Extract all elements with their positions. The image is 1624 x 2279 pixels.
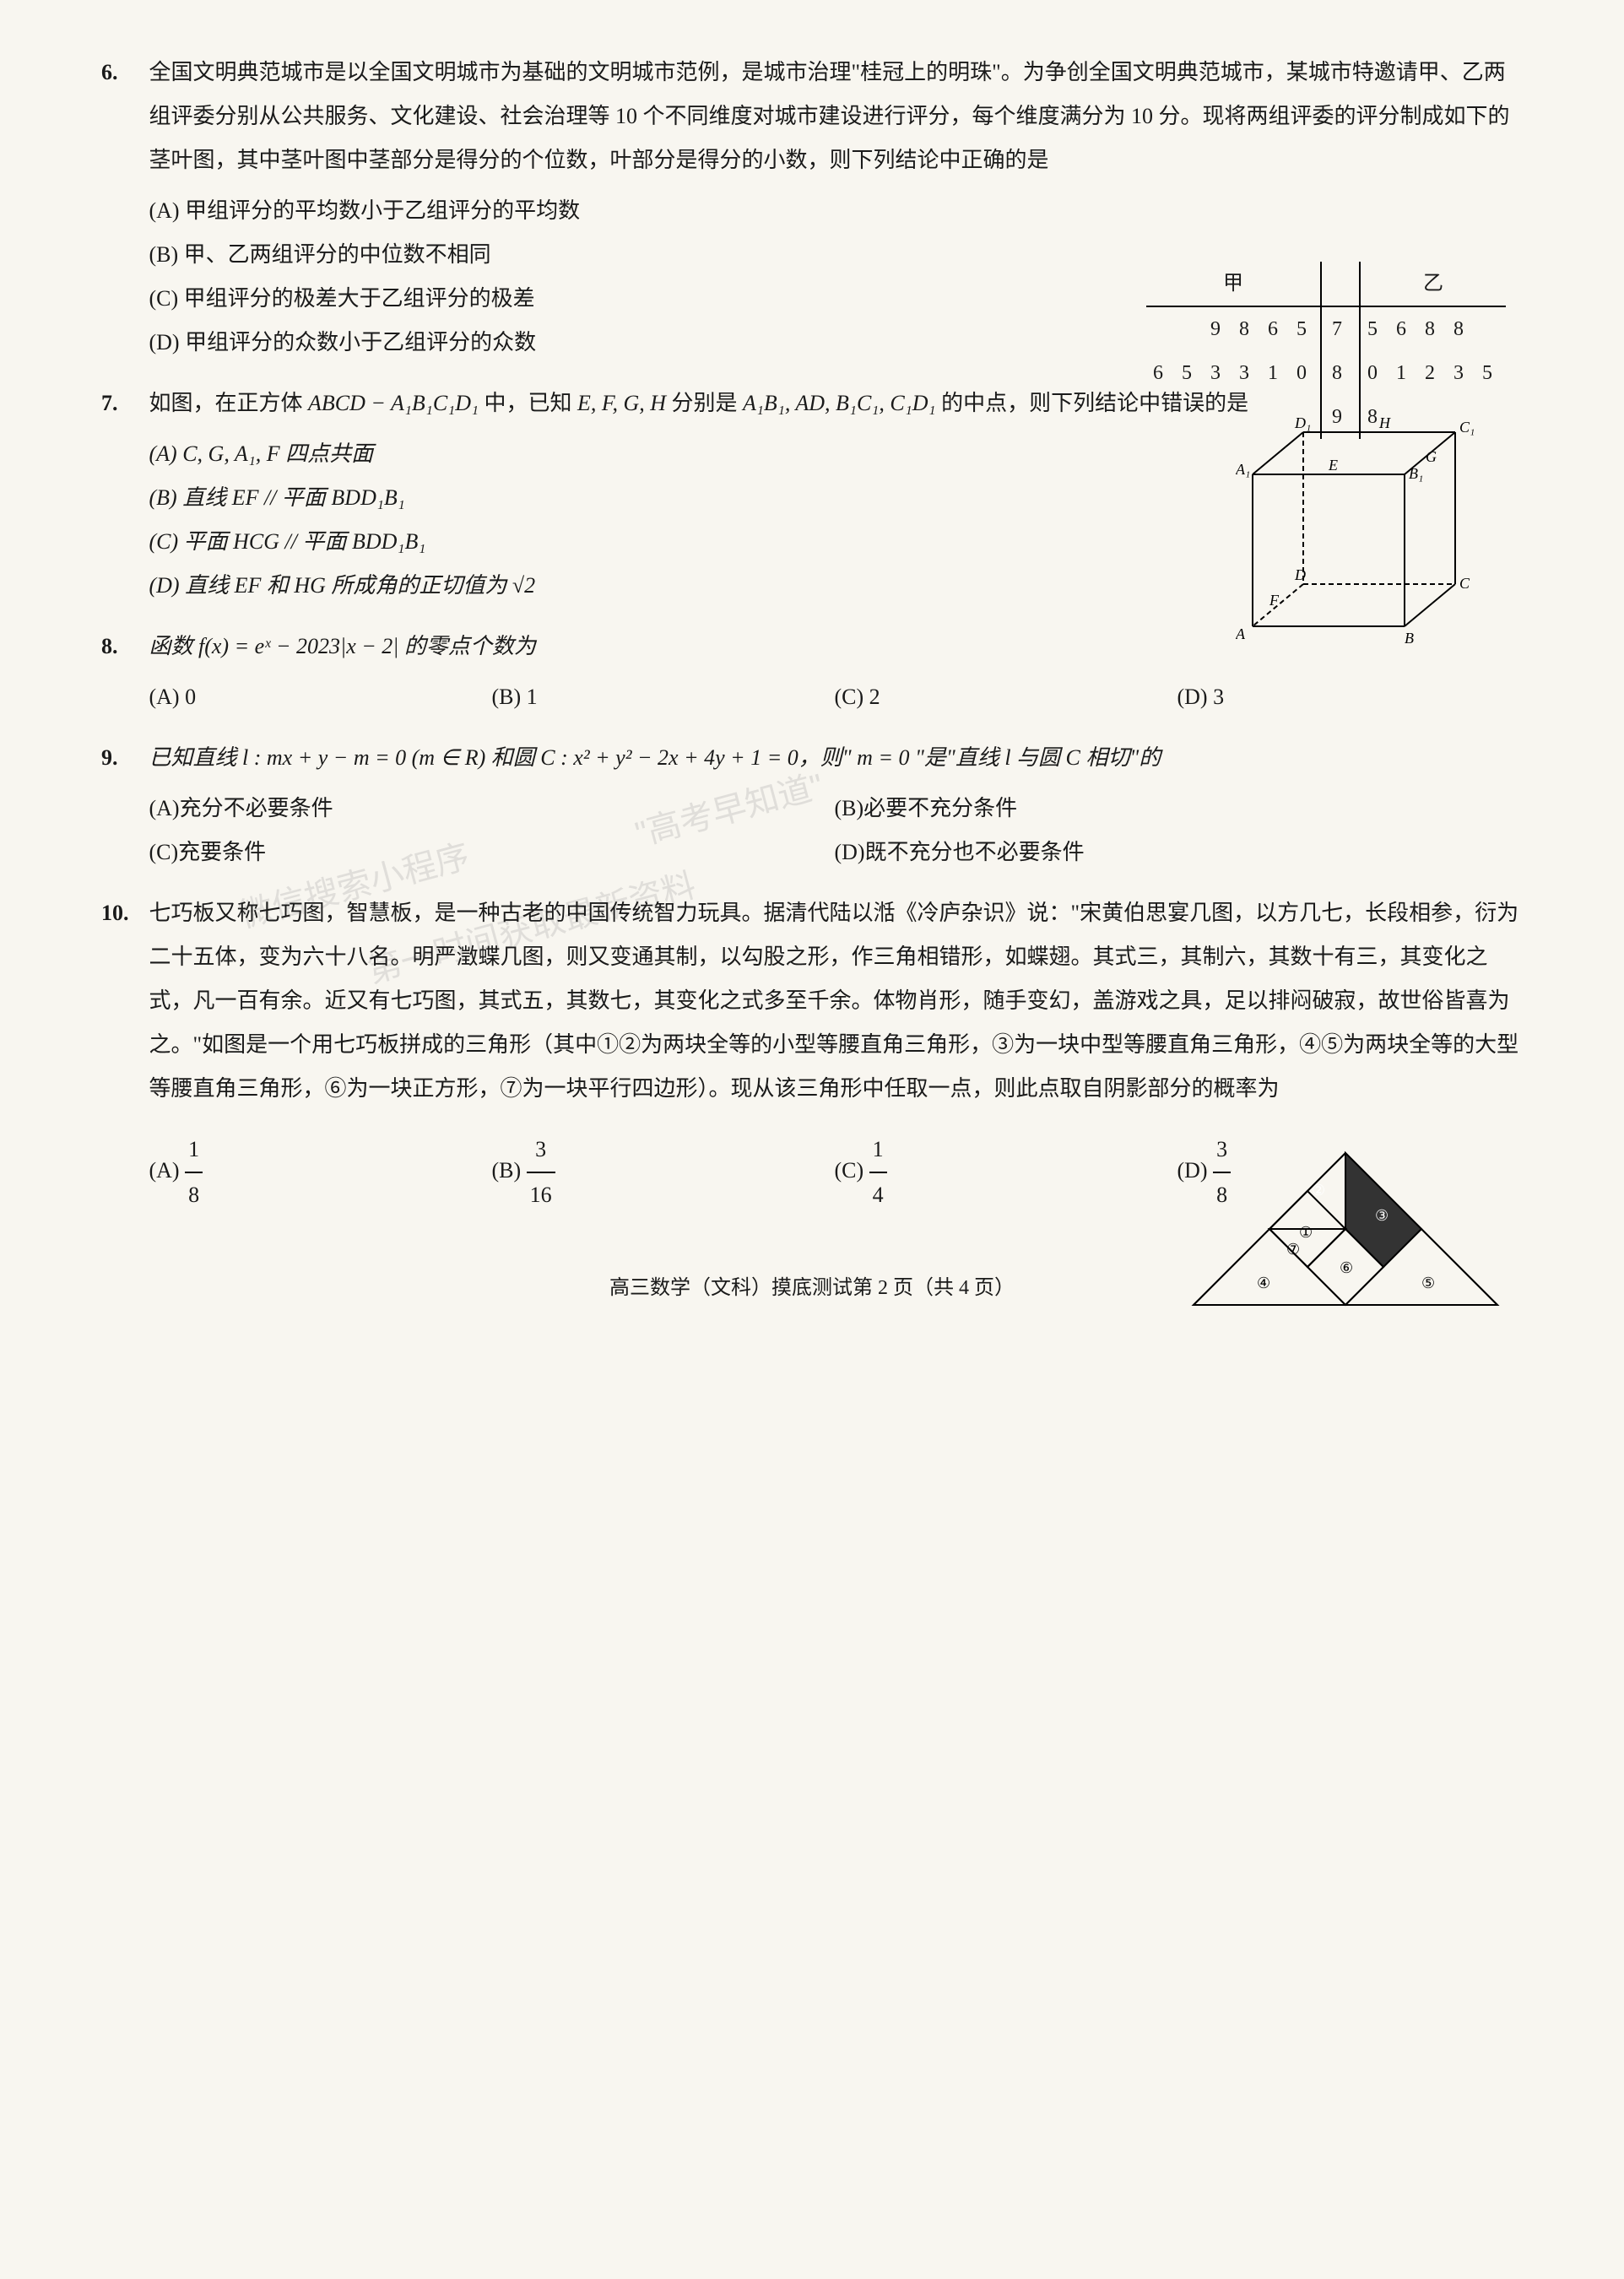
svg-text:④: ④	[1257, 1275, 1270, 1291]
q7-optA: (A) C, G, A₁, F 四点共面	[149, 432, 1041, 476]
svg-text:②: ②	[1312, 1182, 1325, 1199]
q8-optC: (C) 2	[835, 675, 1177, 719]
q10-optC: (C) 14	[835, 1128, 1177, 1217]
q9-options: (A)充分不必要条件 (B)必要不充分条件 (C)充要条件 (D)既不充分也不必…	[149, 787, 1520, 874]
svg-text:⑥: ⑥	[1340, 1259, 1353, 1276]
svg-text:B₁: B₁	[1409, 465, 1423, 482]
question-7: 7. 如图，在正方体 ABCD − A₁B₁C₁D₁ 中，已知 E, F, G,…	[101, 382, 1523, 608]
stemleaf-header-right: 乙	[1360, 262, 1506, 306]
q9-optB: (B)必要不充分条件	[835, 787, 1520, 831]
svg-text:①: ①	[1299, 1224, 1313, 1241]
svg-text:D₁: D₁	[1294, 415, 1311, 431]
svg-text:D: D	[1294, 566, 1306, 583]
question-10: 10. 七巧板又称七巧图，智慧板，是一种古老的中国传统智力玩具。据清代陆以湉《冷…	[101, 891, 1523, 1217]
q9-text: 已知直线 l : mx + y − m = 0 (m ∈ R) 和圆 C : x…	[149, 745, 1161, 770]
q8-text: 函数 f(x) = eˣ − 2023|x − 2| 的零点个数为	[149, 634, 536, 658]
svg-text:⑦: ⑦	[1286, 1241, 1300, 1258]
q10-number: 10.	[101, 891, 143, 935]
q6-text: 全国文明典范城市是以全国文明城市为基础的文明城市范例，是城市治理"桂冠上的明珠"…	[149, 60, 1510, 172]
q6-optA: (A) 甲组评分的平均数小于乙组评分的平均数	[149, 189, 1520, 233]
svg-text:③: ③	[1375, 1207, 1389, 1224]
q7-number: 7.	[101, 382, 143, 425]
svg-text:H: H	[1378, 415, 1391, 431]
svg-text:E: E	[1328, 457, 1338, 474]
q7-optB: (B) 直线 EF // 平面 BDD₁B₁	[149, 476, 1041, 520]
q9-number: 9.	[101, 736, 143, 780]
q7-text: 如图，在正方体 ABCD − A₁B₁C₁D₁ 中，已知 E, F, G, H …	[149, 391, 1249, 415]
q9-optA: (A)充分不必要条件	[149, 787, 835, 831]
q10-text: 七巧板又称七巧图，智慧板，是一种古老的中国传统智力玩具。据清代陆以湉《冷庐杂识》…	[149, 901, 1519, 1101]
question-6: 6. 全国文明典范城市是以全国文明城市为基础的文明城市范例，是城市治理"桂冠上的…	[101, 51, 1523, 365]
q8-optD: (D) 3	[1177, 675, 1520, 719]
q8-options: (A) 0 (B) 1 (C) 2 (D) 3	[149, 675, 1520, 719]
svg-text:A₁: A₁	[1236, 461, 1250, 478]
stemleaf-r0-right: 5 6 8 8	[1360, 306, 1506, 351]
svg-text:⑤: ⑤	[1421, 1275, 1435, 1291]
question-9: 9. 已知直线 l : mx + y − m = 0 (m ∈ R) 和圆 C …	[101, 736, 1523, 874]
svg-text:G: G	[1426, 448, 1437, 465]
question-8: 8. 函数 f(x) = eˣ − 2023|x − 2| 的零点个数为 (A)…	[101, 625, 1523, 719]
svg-text:C₁: C₁	[1459, 419, 1475, 436]
stemleaf-r0-left: 9 8 6 5	[1146, 306, 1321, 351]
svg-text:F: F	[1269, 592, 1280, 609]
q6-number: 6.	[101, 51, 143, 95]
q8-optA: (A) 0	[149, 675, 492, 719]
q8-optB: (B) 1	[492, 675, 835, 719]
q10-optA: (A) 18	[149, 1128, 492, 1217]
tangram-svg: ① ② ③ ④ ⑤ ⑥ ⑦	[1185, 1145, 1506, 1313]
q8-body: 函数 f(x) = eˣ − 2023|x − 2| 的零点个数为 (A) 0 …	[149, 625, 1520, 719]
svg-text:C: C	[1459, 575, 1470, 592]
q9-body: 已知直线 l : mx + y − m = 0 (m ∈ R) 和圆 C : x…	[149, 736, 1520, 874]
q9-optD: (D)既不充分也不必要条件	[835, 831, 1520, 874]
q7-optC: (C) 平面 HCG // 平面 BDD₁B₁	[149, 520, 1041, 564]
q10-optB: (B) 316	[492, 1128, 835, 1217]
stemleaf-r0-stem: 7	[1321, 306, 1360, 351]
tangram-figure: ① ② ③ ④ ⑤ ⑥ ⑦	[1185, 1145, 1506, 1313]
stemleaf-header-left: 甲	[1146, 262, 1321, 306]
q7-optD: (D) 直线 EF 和 HG 所成角的正切值为 √2	[149, 564, 1041, 608]
q8-number: 8.	[101, 625, 143, 669]
q7-options: (A) C, G, A₁, F 四点共面 (B) 直线 EF // 平面 BDD…	[149, 432, 1041, 608]
q9-optC: (C)充要条件	[149, 831, 835, 874]
